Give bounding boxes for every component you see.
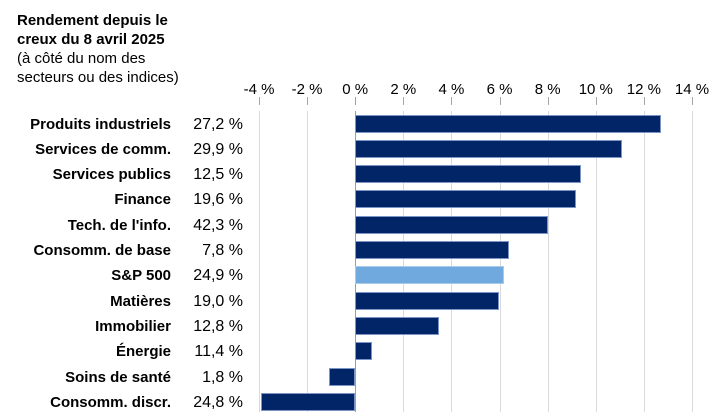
bar-services-de-comm	[355, 139, 623, 158]
side-value-consomm-de-base: 7,8 %	[202, 242, 243, 259]
x-axis-label: 8 %	[534, 81, 561, 98]
side-value-finance: 19,6 %	[193, 191, 243, 209]
chart-title: Rendement depuis le creux du 8 avril 202…	[17, 11, 247, 87]
x-axis-tick	[307, 97, 309, 105]
bar-mati-res	[355, 291, 500, 310]
category-label-finance: Finance	[114, 191, 171, 209]
gridline	[595, 111, 597, 412]
category-label-soins-de-sant: Soins de santé	[65, 368, 171, 386]
x-axis-label: 6 %	[486, 81, 513, 98]
gridline	[643, 111, 645, 412]
x-axis-tick	[403, 97, 405, 105]
bar-consomm-de-base	[355, 241, 510, 259]
x-axis-label: 4 %	[438, 81, 465, 98]
x-axis-label: 10 %	[578, 81, 613, 98]
side-value-nergie: 11,4 %	[194, 343, 243, 361]
bar-tech-de-l-info	[355, 215, 548, 234]
x-axis-label: -4 %	[243, 81, 275, 98]
x-axis-tick	[692, 97, 693, 105]
category-label-immobilier: Immobilier	[95, 317, 171, 335]
chart-title-line1: Rendement depuis le	[17, 12, 168, 29]
side-value-s-p-500: 24,9 %	[193, 267, 243, 285]
chart-title-line2: creux du 8 avril 2025	[17, 31, 165, 48]
category-label-nergie: Énergie	[115, 343, 171, 361]
x-axis-label: 0 %	[342, 81, 369, 98]
bar-finance	[355, 190, 577, 209]
x-axis-tick	[451, 97, 453, 105]
bar-immobilier	[355, 316, 440, 335]
bar-soins-de-sant	[328, 367, 356, 386]
bar-produits-industriels	[355, 114, 661, 133]
x-axis-label: 12 %	[626, 81, 661, 98]
side-value-consomm-discr: 24,8 %	[193, 393, 243, 411]
gridline	[259, 111, 260, 412]
category-label-services-de-comm: Services de comm.	[35, 140, 171, 158]
x-axis-tick	[259, 97, 260, 105]
x-axis-label: 2 %	[390, 81, 417, 98]
bar-services-publics	[355, 165, 582, 184]
gridline	[499, 111, 501, 412]
x-axis-tick	[595, 97, 597, 105]
x-axis-tick	[547, 97, 549, 105]
x-axis-label: -2 %	[291, 81, 323, 98]
bar-nergie	[355, 342, 372, 361]
zero-axis-line	[355, 111, 357, 412]
gridline	[451, 111, 453, 412]
side-value-produits-industriels: 27,2 %	[193, 115, 243, 133]
x-axis-tick	[499, 97, 501, 105]
gridline	[403, 111, 405, 412]
gridline	[547, 111, 549, 412]
chart-title-note-line1: (à côté du nom des	[17, 50, 146, 67]
side-value-services-de-comm: 29,9 %	[193, 140, 243, 158]
x-axis-tick	[355, 97, 357, 105]
category-label-consomm-de-base: Consomm. de base	[33, 242, 171, 259]
category-label-mati-res: Matières	[110, 292, 171, 310]
category-label-tech-de-l-info: Tech. de l'info.	[67, 216, 171, 234]
bar-s-p-500	[355, 266, 505, 285]
category-label-s-p-500: S&P 500	[111, 267, 171, 285]
x-axis-label: 14 %	[674, 81, 710, 98]
side-value-soins-de-sant: 1,8 %	[202, 368, 243, 386]
x-axis-tick	[643, 97, 645, 105]
gridline	[692, 111, 693, 412]
chart-title-note-line2: secteurs ou des indices)	[17, 69, 179, 86]
category-label-services-publics: Services publics	[52, 166, 171, 184]
gridline	[307, 111, 309, 412]
side-value-tech-de-l-info: 42,3 %	[193, 216, 243, 234]
side-value-services-publics: 12,5 %	[193, 166, 243, 184]
category-label-produits-industriels: Produits industriels	[30, 115, 171, 133]
category-label-consomm-discr: Consomm. discr.	[50, 393, 171, 411]
bar-consomm-discr	[261, 392, 356, 411]
side-value-immobilier: 12,8 %	[193, 317, 243, 335]
side-value-mati-res: 19,0 %	[193, 292, 243, 310]
